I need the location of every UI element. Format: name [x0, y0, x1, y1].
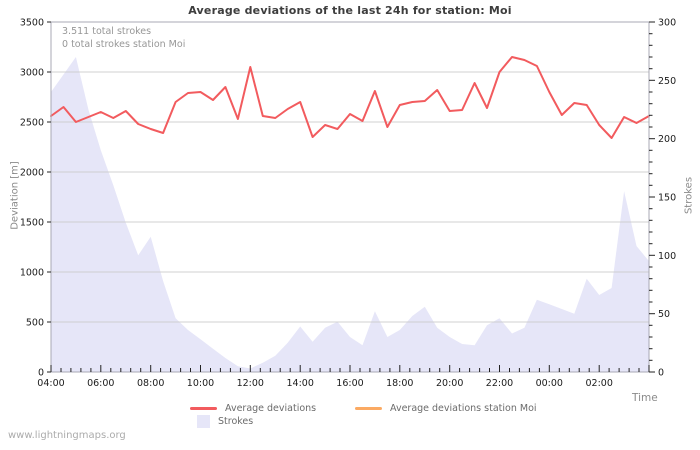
y-right-tick-label: 250 [658, 76, 676, 87]
chart-title: Average deviations of the last 24h for s… [188, 4, 512, 17]
y-right-tick-label: 200 [658, 134, 676, 145]
x-tick-label: 12:00 [237, 378, 264, 389]
y-left-tick-label: 3500 [20, 18, 44, 29]
x-tick-label: 22:00 [486, 378, 513, 389]
y-left-tick-label: 500 [26, 318, 44, 329]
y-left-tick-label: 0 [38, 368, 44, 379]
y-left-tick-label: 2000 [20, 168, 44, 179]
x-tick-label: 16:00 [336, 378, 363, 389]
x-tick-label: 08:00 [137, 378, 164, 389]
y-right-tick-label: 0 [658, 368, 664, 379]
x-tick-label: 00:00 [536, 378, 563, 389]
y-right-tick-label: 50 [658, 309, 670, 320]
legend-label-strokes: Strokes [218, 416, 254, 427]
y-left-tick-label: 1000 [20, 268, 44, 279]
y-axis-left-title: Deviation [m] [9, 161, 21, 230]
x-tick-label: 18:00 [386, 378, 413, 389]
y-left-tick-label: 3000 [20, 68, 44, 79]
legend-item-strokes: Strokes [197, 415, 253, 428]
y-left-tick-label: 1500 [20, 218, 44, 229]
y-right-tick-label: 300 [658, 18, 676, 29]
y-right-tick-label: 100 [658, 251, 676, 262]
legend-item-avg-deviations: Average deviations [190, 403, 316, 414]
x-tick-label: 06:00 [87, 378, 114, 389]
y-left-tick-label: 2500 [20, 118, 44, 129]
strokes-area-series [51, 57, 649, 372]
x-tick-label: 20:00 [436, 378, 463, 389]
legend-line-swatch-red [190, 407, 217, 410]
x-tick-label: 04:00 [37, 378, 64, 389]
legend-label-avg-deviations-station: Average deviations station Moi [390, 403, 537, 414]
avg-deviations-series [50, 56, 650, 139]
legend-line-swatch-orange [355, 407, 382, 410]
legend-label-avg-deviations: Average deviations [225, 403, 317, 414]
x-tick-label: 14:00 [287, 378, 314, 389]
watermark-link: www.lightningmaps.org [8, 430, 126, 441]
x-axis-title: Time [632, 392, 658, 404]
annotation-total-strokes: 3.511 total strokes [62, 26, 152, 37]
x-tick-label: 10:00 [187, 378, 214, 389]
y-axis-right-title: Strokes [683, 176, 695, 215]
y-right-tick-label: 150 [658, 193, 676, 204]
legend-area-swatch [197, 415, 210, 428]
x-tick-label: 02:00 [586, 378, 613, 389]
annotation-station-strokes: 0 total strokes station Moi [62, 39, 186, 50]
legend-item-avg-deviations-station: Average deviations station Moi [355, 403, 537, 414]
